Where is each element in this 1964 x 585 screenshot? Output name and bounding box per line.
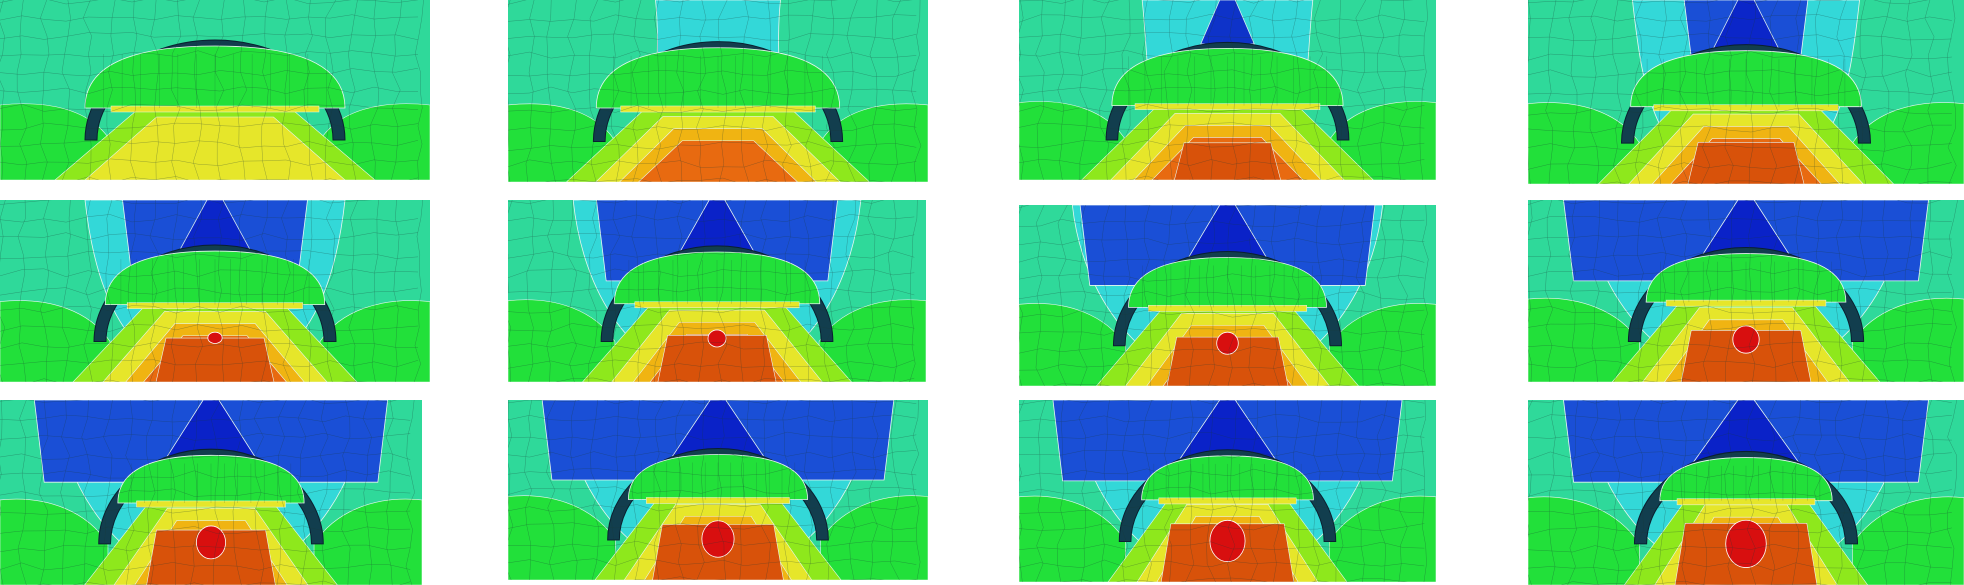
contour-panel-8 bbox=[1528, 200, 1964, 382]
contour-plot-2 bbox=[508, 0, 928, 182]
contour-plot-3 bbox=[1019, 0, 1436, 180]
contour-panel-2 bbox=[508, 0, 928, 182]
contour-panel-9 bbox=[0, 400, 422, 585]
contour-panel-6 bbox=[508, 200, 926, 382]
contour-plot-12 bbox=[1528, 400, 1964, 585]
contour-plot-4 bbox=[1528, 0, 1964, 184]
contour-plot-1 bbox=[0, 0, 430, 180]
contour-plot-8 bbox=[1528, 200, 1964, 382]
contour-plot-5 bbox=[0, 200, 430, 382]
contour-panel-11 bbox=[1019, 400, 1436, 582]
contour-panel-10 bbox=[508, 400, 928, 580]
contour-plot-10 bbox=[508, 400, 928, 580]
contour-panel-3 bbox=[1019, 0, 1436, 180]
contour-plot-9 bbox=[0, 400, 422, 585]
contour-plot-6 bbox=[508, 200, 926, 382]
contour-panel-4 bbox=[1528, 0, 1964, 184]
contour-panel-1 bbox=[0, 0, 430, 180]
contour-panel-5 bbox=[0, 200, 430, 382]
contour-plot-11 bbox=[1019, 400, 1436, 582]
contour-panel-12 bbox=[1528, 400, 1964, 585]
contour-panel-7 bbox=[1019, 205, 1436, 386]
contour-plot-7 bbox=[1019, 205, 1436, 386]
